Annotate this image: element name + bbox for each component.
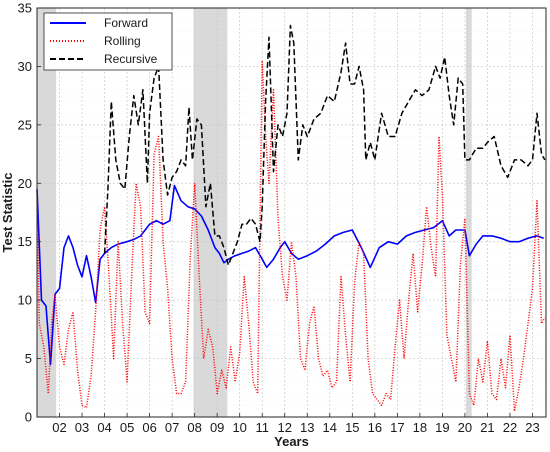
x-tick-label: 18 [413,420,427,435]
shaded-period-2 [193,8,228,417]
y-tick-label: 20 [18,176,32,191]
x-tick-label: 08 [187,420,201,435]
plot-frame [36,7,547,418]
x-tick-label: 20 [458,420,472,435]
x-tick-label: 09 [210,420,224,435]
x-tick-label: 13 [300,420,314,435]
y-tick-label: 30 [18,59,32,74]
y-tick-label: 35 [18,1,32,16]
x-tick-label: 12 [278,420,292,435]
legend-label-recursive: Recursive [104,52,158,66]
x-tick-label: 19 [435,420,449,435]
x-tick-label: 16 [368,420,382,435]
x-tick-label: 06 [142,420,156,435]
x-tick-label: 17 [390,420,404,435]
x-tick-label: 21 [480,420,494,435]
series-line-recursive [103,24,546,266]
y-tick-label: 0 [25,410,32,425]
plot-background [37,8,546,417]
legend-label-rolling: Rolling [104,34,141,48]
x-tick-label: 02 [52,420,66,435]
legend: Forward Rolling Recursive [43,12,173,71]
x-tick-label: 22 [503,420,517,435]
shaded-period-3 [466,8,472,417]
x-tick-label: 03 [75,420,89,435]
y-tick-label: 5 [25,351,32,366]
x-tick-label: 23 [525,420,539,435]
x-tick-label: 04 [97,420,111,435]
shaded-period-1 [37,8,57,417]
y-tick-label: 10 [18,293,32,308]
x-tick-label: 11 [255,420,269,435]
shaded-periods [37,8,472,417]
x-tick-label: 05 [120,420,134,435]
series-lines [36,24,546,412]
series-line-rolling [36,59,546,412]
x-tick-label: 15 [345,420,359,435]
x-tick-label: 14 [323,420,337,435]
x-axis-title: Years [274,434,309,449]
legend-label-forward: Forward [104,16,148,30]
y-axis-title: Test Statistic [0,173,15,253]
series-line-forward [36,184,544,366]
x-tick-label: 07 [165,420,179,435]
y-tick-label: 25 [18,117,32,132]
y-tick-label: 15 [18,234,32,249]
x-tick-label: 10 [232,420,246,435]
